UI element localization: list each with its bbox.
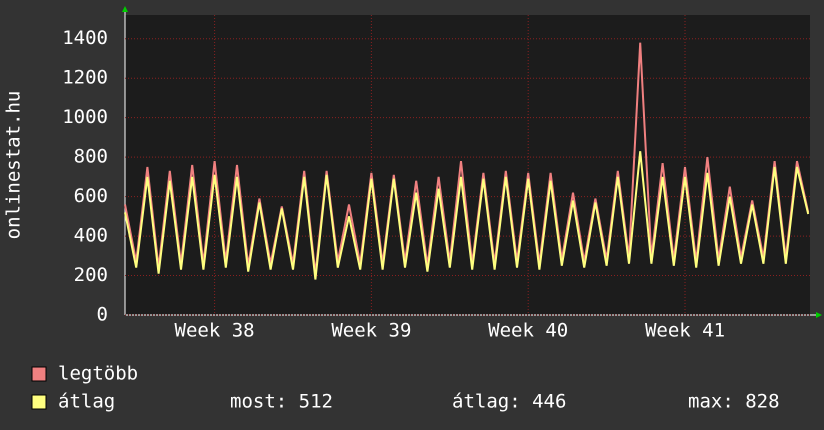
- x-tick-label: Week 41: [645, 320, 725, 342]
- x-tick-label: Week 40: [488, 320, 568, 342]
- y-tick-label: 1000: [62, 106, 108, 128]
- y-tick-label: 600: [74, 185, 108, 207]
- y-tick-label: 400: [74, 225, 108, 247]
- axis-arrow: [122, 6, 128, 12]
- axis-arrow: [816, 312, 822, 318]
- legend-swatch: [31, 394, 47, 410]
- y-tick-label: 1400: [62, 27, 108, 49]
- y-tick-label: 0: [97, 304, 108, 326]
- series-line: [124, 151, 810, 280]
- legend-stat: átlag: 446: [452, 391, 566, 413]
- legend-label: legtöbb: [58, 363, 138, 385]
- x-tick-label: Week 39: [331, 320, 411, 342]
- legend-swatch: [31, 366, 47, 382]
- legend-stat: max: 828: [688, 391, 780, 413]
- legend-stat: most: 512: [230, 391, 333, 413]
- y-tick-label: 800: [74, 146, 108, 168]
- legend-label: átlag: [58, 391, 115, 413]
- y-axis-label: onlinestat.hu: [3, 91, 25, 240]
- y-tick-label: 1200: [62, 67, 108, 89]
- y-tick-label: 200: [74, 264, 108, 286]
- x-tick-label: Week 38: [175, 320, 255, 342]
